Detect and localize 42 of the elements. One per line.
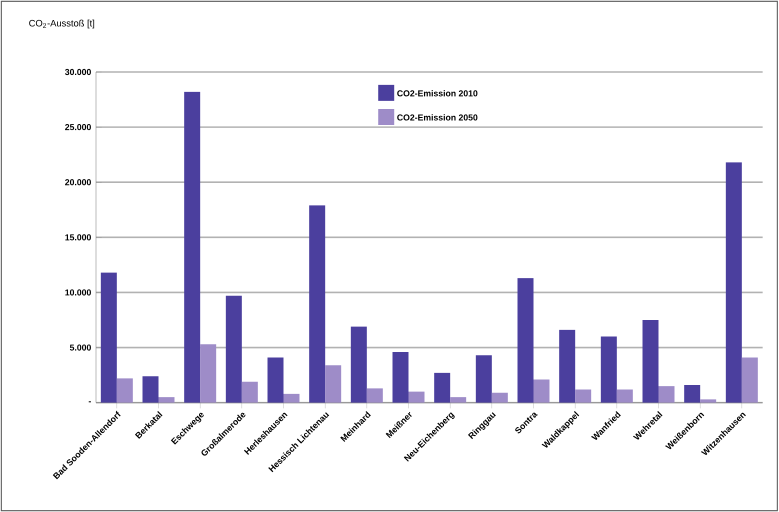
y-tick-label: 10.000 xyxy=(65,289,91,296)
y-axis-title: CO$_{2}$-Ausstoß [t] xyxy=(29,20,94,28)
bar xyxy=(392,352,409,403)
bar xyxy=(116,378,133,403)
legend-label: CO2-Emission 2050 xyxy=(397,114,478,121)
bar xyxy=(534,380,550,403)
y-tick-label: 20.000 xyxy=(65,179,91,186)
bar xyxy=(642,320,658,403)
y-tick-label: 30.000 xyxy=(64,68,91,76)
bar xyxy=(518,278,534,403)
bar xyxy=(434,372,450,403)
bar xyxy=(476,355,492,403)
bar xyxy=(284,394,300,403)
bar xyxy=(184,92,200,403)
y-tick-label: 15.000 xyxy=(65,234,91,240)
bar xyxy=(408,392,425,403)
bar xyxy=(325,365,342,403)
bar xyxy=(658,386,675,403)
bar xyxy=(158,397,174,403)
bar xyxy=(450,397,466,403)
bar xyxy=(700,399,716,403)
bar xyxy=(268,357,284,403)
bar xyxy=(366,388,383,403)
bar xyxy=(242,382,258,403)
bar xyxy=(309,205,326,403)
bar xyxy=(200,344,216,403)
bar xyxy=(616,389,633,403)
y-tick-label: 25.000 xyxy=(65,124,91,130)
bar xyxy=(350,326,367,403)
bar xyxy=(142,376,159,403)
bar xyxy=(492,392,508,403)
legend-label: CO2-Emission 2010 xyxy=(397,90,478,96)
bar xyxy=(575,389,592,403)
bar xyxy=(726,162,742,403)
bar xyxy=(600,336,617,403)
y-tick-label: 5.000 xyxy=(70,344,91,351)
bar xyxy=(100,272,117,403)
y-tick-label: - xyxy=(88,401,91,402)
bar xyxy=(226,296,242,403)
bar xyxy=(559,330,576,403)
bar xyxy=(742,357,758,403)
bar xyxy=(684,385,700,403)
